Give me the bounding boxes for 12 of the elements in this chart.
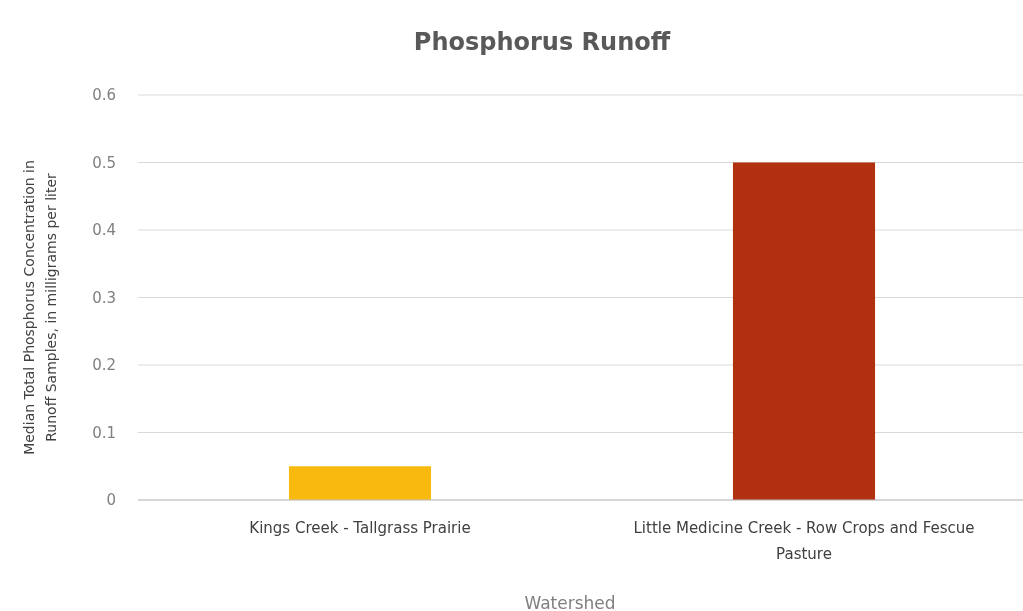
y-tick-label: 0.2 bbox=[92, 356, 116, 375]
chart-title: Phosphorus Runoff bbox=[413, 28, 671, 56]
x-tick-label: Little Medicine Creek - Row Crops and Fescue Pasture bbox=[633, 519, 975, 563]
y-tick-label: 0 bbox=[106, 491, 116, 510]
x-tick-label: Kings Creek - Tallgrass Prairie bbox=[249, 519, 471, 537]
y-tick-label: 0.5 bbox=[92, 153, 116, 172]
y-tick-label: 0.4 bbox=[92, 221, 116, 240]
y-tick-label: 0.6 bbox=[92, 86, 116, 105]
x-axis-title: Watershed bbox=[524, 593, 616, 611]
y-axis-title: Median Total Phosphorus Concentration in Runoff Samples, in milligrams per liter bbox=[21, 160, 59, 455]
y-tick-label: 0.1 bbox=[92, 423, 116, 442]
y-tick-label: 0.3 bbox=[92, 288, 116, 307]
